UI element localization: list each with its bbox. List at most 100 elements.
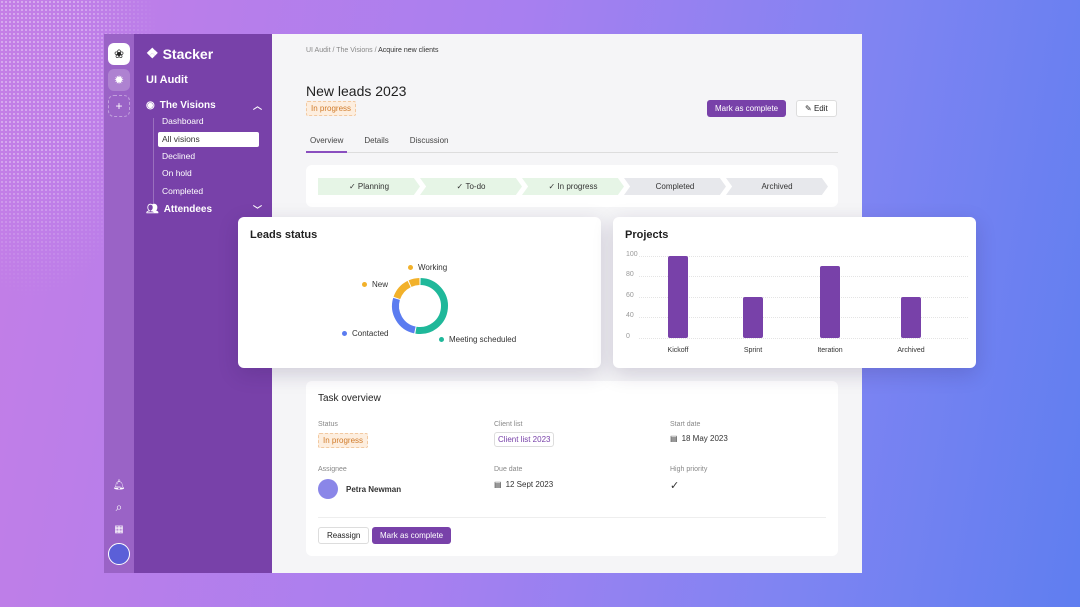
task-mark-complete-button[interactable]: Mark as complete bbox=[372, 527, 452, 544]
legend-contacted: Contacted bbox=[342, 329, 388, 338]
breadcrumb-current: Acquire new clients bbox=[378, 47, 439, 54]
workspace-icon[interactable]: ✹ bbox=[108, 69, 130, 91]
y-tick-label: 80 bbox=[626, 271, 634, 278]
leads-status-card: Leads status Working New Contacted Meeti… bbox=[238, 217, 601, 368]
breadcrumb-separator: / bbox=[330, 47, 337, 54]
client-list-label: Client list bbox=[494, 421, 523, 428]
check-icon: ✓ bbox=[670, 480, 680, 492]
gridline bbox=[639, 256, 968, 257]
breadcrumb-separator: / bbox=[372, 47, 379, 54]
status-label: Status bbox=[318, 421, 338, 428]
leads-status-title: Leads status bbox=[250, 229, 318, 241]
legend-working: Working bbox=[408, 263, 447, 272]
breadcrumb-the-visions[interactable]: The Visions bbox=[336, 47, 373, 54]
bar-sprint bbox=[743, 297, 763, 338]
legend-meeting-scheduled: Meeting scheduled bbox=[439, 335, 516, 344]
tab-discussion[interactable]: Discussion bbox=[409, 136, 449, 145]
sidebar-group-attendees[interactable]: 👥︎ Attendees ﹀ bbox=[146, 203, 262, 216]
plus-icon[interactable]: + bbox=[108, 95, 130, 117]
main-content: UI Audit / The Visions / Acquire new cli… bbox=[272, 34, 862, 573]
group-label: The Visions bbox=[159, 100, 216, 111]
search-icon[interactable]: ⌕ bbox=[115, 499, 123, 514]
edit-button[interactable]: ✎ Edit bbox=[796, 100, 837, 117]
group-label: Attendees bbox=[163, 204, 213, 215]
pipeline-step-completed[interactable]: Completed bbox=[624, 178, 726, 195]
x-tick-label: Archived bbox=[897, 347, 925, 354]
step-label: In progress bbox=[557, 182, 598, 191]
client-list-link[interactable]: Client list 2023 bbox=[494, 432, 555, 447]
pipeline-step-to-do[interactable]: ✓ To-do bbox=[420, 178, 522, 195]
x-tick-label: Sprint bbox=[743, 347, 763, 354]
pipeline-card: ✓ Planning ✓ To-do ✓ In progress Completed A… bbox=[306, 165, 838, 207]
legend-dot bbox=[439, 337, 444, 342]
tab-overview[interactable]: Overview bbox=[306, 134, 348, 153]
x-tick-label: Iteration bbox=[817, 347, 843, 354]
check-icon: ✓ bbox=[348, 182, 358, 191]
pipeline-step-planning[interactable]: ✓ Planning bbox=[318, 178, 420, 195]
projects-card: Projects 0 40 60 80 100 Kickoff Sprint Iteratio… bbox=[613, 217, 976, 368]
sidebar-item-completed[interactable]: Completed bbox=[162, 186, 204, 196]
legend-label: Working bbox=[418, 263, 448, 272]
projects-title: Projects bbox=[625, 229, 669, 241]
task-status-badge: In progress bbox=[318, 433, 369, 448]
legend-new: New bbox=[362, 280, 388, 289]
assignee-label: Assignee bbox=[318, 466, 347, 473]
x-tick-label: Kickoff bbox=[667, 347, 689, 354]
legend-dot bbox=[408, 265, 413, 270]
pipeline-step-in-progress[interactable]: ✓ In progress bbox=[522, 178, 624, 195]
chevron-down-icon: ﹀ bbox=[252, 205, 262, 215]
bar-archived bbox=[901, 297, 921, 338]
chevron-up-icon: ︿ bbox=[252, 101, 262, 111]
bell-icon[interactable]: 🔔︎ bbox=[112, 479, 126, 491]
step-label: Completed bbox=[655, 182, 695, 191]
check-icon: ✓ bbox=[456, 182, 466, 191]
breadcrumb: UI Audit / The Visions / Acquire new cli… bbox=[306, 47, 438, 54]
y-tick-label: 0 bbox=[626, 333, 630, 340]
brand-name: Stacker bbox=[162, 45, 214, 62]
bar-iteration bbox=[820, 266, 840, 338]
sidebar-item-on-hold[interactable]: On hold bbox=[162, 168, 192, 178]
sidebar-item-declined[interactable]: Declined bbox=[162, 151, 196, 161]
sidebar-item-dashboard[interactable]: Dashboard bbox=[162, 116, 204, 126]
legend-label: Contacted bbox=[352, 329, 389, 338]
sidebar-item-all-visions[interactable]: All visions bbox=[158, 132, 259, 147]
sidebar-group-the-visions[interactable]: ◉ The Visions ︿ bbox=[146, 99, 262, 112]
y-tick-label: 40 bbox=[626, 312, 634, 319]
start-date-value: 18 May 2023 bbox=[681, 434, 728, 443]
due-date-label: Due date bbox=[494, 466, 523, 473]
due-date-value: 12 Sept 2023 bbox=[505, 480, 554, 489]
donut-slice-contacted bbox=[392, 297, 416, 334]
task-overview-card: Task overview Status In progress Client … bbox=[306, 381, 838, 556]
avatar[interactable] bbox=[108, 543, 130, 565]
assignee-name: Petra Newman bbox=[346, 484, 402, 494]
legend-dot bbox=[362, 282, 367, 287]
tabs: Overview Details Discussion bbox=[306, 134, 838, 153]
workspace-title: UI Audit bbox=[146, 74, 188, 86]
breadcrumb-ui-audit[interactable]: UI Audit bbox=[306, 47, 331, 54]
step-label: To-do bbox=[465, 182, 486, 191]
mark-complete-button[interactable]: Mark as complete bbox=[707, 100, 787, 117]
app-logo-icon[interactable]: ❀ bbox=[108, 43, 130, 65]
gridline bbox=[639, 338, 968, 339]
tab-details[interactable]: Details bbox=[364, 136, 389, 145]
step-label: Planning bbox=[357, 182, 390, 191]
calendar-icon: ▤ bbox=[494, 480, 502, 489]
legend-label: New bbox=[372, 280, 389, 289]
icon-rail: ❀ ✹ + 🔔︎ ⌕ ▦ bbox=[104, 34, 134, 573]
status-badge: In progress bbox=[306, 101, 357, 116]
donut-slice-meeting-scheduled bbox=[415, 278, 448, 334]
pipeline-steps: ✓ Planning ✓ To-do ✓ In progress Completed A… bbox=[318, 178, 828, 195]
task-overview-title: Task overview bbox=[318, 393, 381, 404]
gridline bbox=[639, 317, 968, 318]
eye-icon: ◉ bbox=[146, 100, 155, 111]
pencil-icon: ✎ bbox=[805, 104, 814, 113]
reassign-button[interactable]: Reassign bbox=[318, 527, 370, 544]
y-tick-label: 60 bbox=[626, 292, 634, 299]
building-icon[interactable]: ▦ bbox=[114, 523, 124, 535]
assignee-avatar bbox=[318, 479, 338, 499]
start-date-label: Start date bbox=[670, 421, 701, 428]
pipeline-step-archived[interactable]: Archived bbox=[726, 178, 828, 195]
gridline bbox=[639, 276, 968, 277]
donut-chart bbox=[392, 278, 448, 334]
step-label: Archived bbox=[761, 182, 793, 191]
